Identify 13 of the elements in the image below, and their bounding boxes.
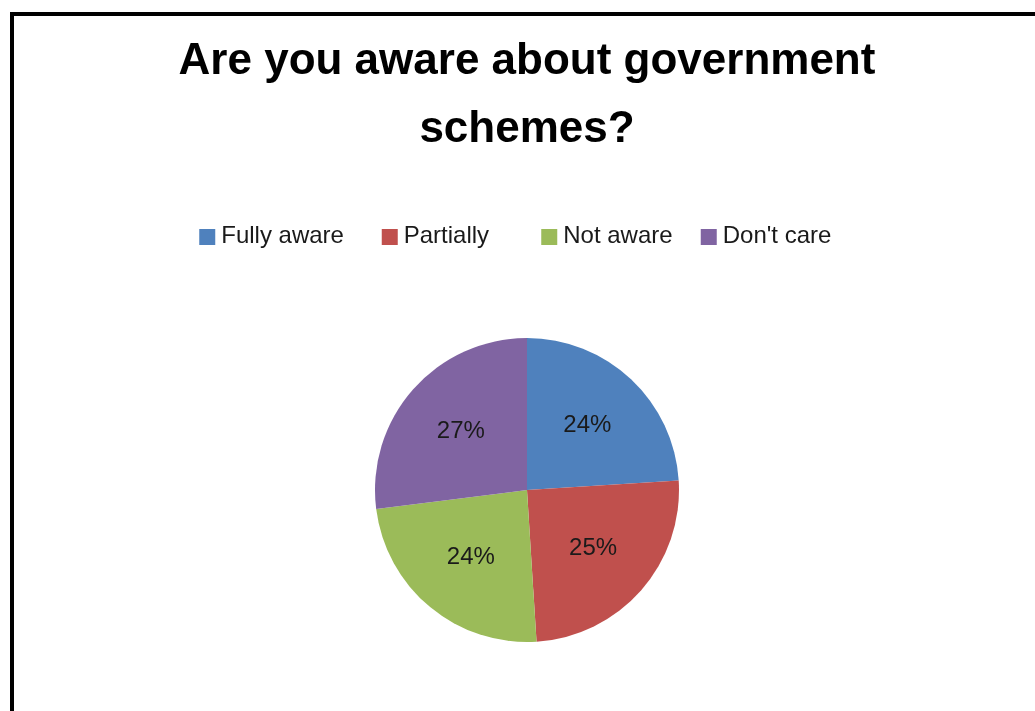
legend-label: Partially	[403, 221, 490, 249]
legend-label: Not aware	[563, 221, 673, 249]
pie-slice	[527, 338, 679, 490]
pie-slice	[527, 480, 679, 642]
data-label: 24%	[446, 542, 495, 570]
pie-slice	[376, 490, 537, 642]
data-label: 24%	[563, 410, 612, 438]
data-label: 27%	[436, 416, 485, 444]
pie-slice	[375, 338, 527, 510]
chart-title: Are you aware about government schemes?	[178, 33, 876, 151]
legend-label: Fully aware	[221, 221, 344, 249]
legend-label: Don't care	[722, 221, 832, 249]
data-label: 25%	[569, 532, 618, 560]
